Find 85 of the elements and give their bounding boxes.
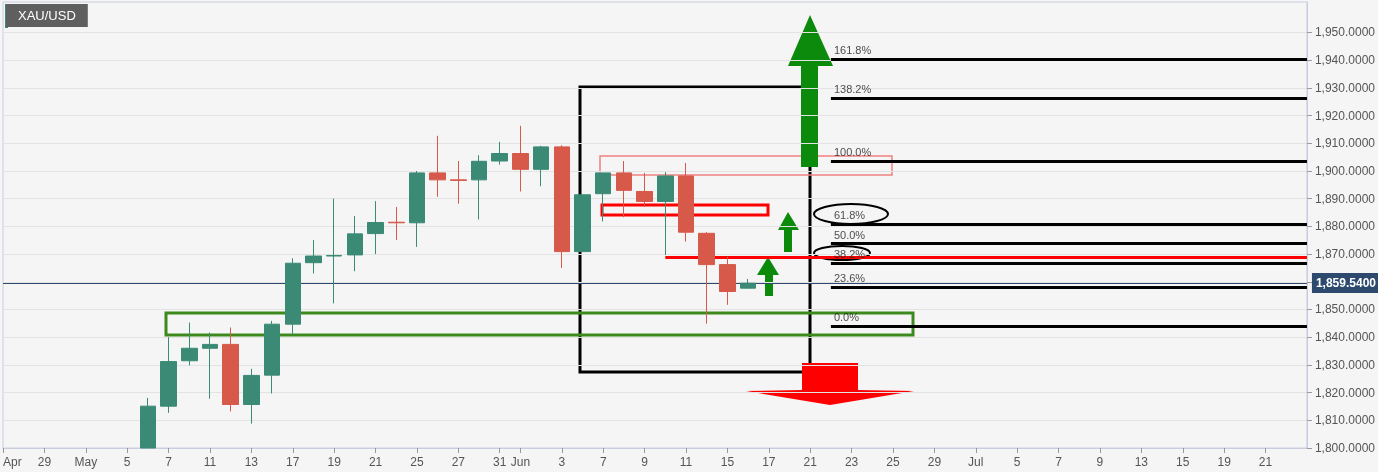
y-tick-label: 1,950.0000 [1314,25,1376,40]
candlestick [616,160,632,218]
candlestick [222,327,239,412]
annotation: 23.6% [833,272,866,285]
x-tick-label: 7 [1055,455,1063,469]
annotation: 50.0% [833,228,866,241]
text: XAU/USD [18,8,76,23]
y-tick-label: 1,840.0000 [1314,330,1376,345]
x-tick-label: 19 [1217,455,1232,469]
y-tick-label: 1,830.0000 [1314,357,1376,372]
y-tick-label: 1,810.0000 [1314,413,1376,428]
y-tick-label: 1,820.0000 [1314,385,1376,400]
candlestick [719,256,736,306]
candlestick [285,257,301,336]
x-tick-label: 11 [679,455,693,469]
x-tick-label: 31 [493,455,507,469]
x-tick-label: Jul [968,455,984,469]
candlestick [657,171,674,256]
y-tick-label: 1,940.0000 [1314,53,1376,68]
candlestick [429,135,446,198]
y-tick-label: 1,800.0000 [1314,441,1376,455]
x-tick-label: Jun [510,455,531,469]
annotation: 138.2% [833,82,872,95]
y-tick-label: 1,890.0000 [1314,191,1376,206]
x-tick-label: 19 [327,455,342,469]
x-tick-label: 7 [165,455,173,469]
x-tick-label: 11 [203,455,217,469]
ref-line-label: 1,859.5400 [1315,276,1377,291]
x-tick-label: 3 [558,455,566,469]
candlestick [574,194,591,253]
candlestick [512,125,529,192]
x-tick-label: 9 [1096,455,1104,469]
x-tick-label: 15 [720,455,735,469]
candlestick [367,200,384,255]
x-tick-label: 7 [599,455,607,469]
candlestick [595,172,611,222]
y-tick-label: 1,880.0000 [1314,219,1376,234]
x-tick-label: 21 [368,455,383,469]
candlestick [678,162,694,243]
y-tick-label: 1,870.0000 [1314,247,1376,262]
x-tick-label: 17 [762,455,776,469]
candlestick [305,239,322,274]
x-tick-label: 27 [451,455,466,469]
x-tick-label: 25 [410,455,424,469]
x-tick-label: 5 [1013,455,1021,469]
candlestick [243,368,260,425]
x-tick-label: 17 [286,455,300,469]
y-tick-label: 1,920.0000 [1314,108,1376,123]
candlestick [698,231,715,325]
candlestick [140,397,156,449]
candlestick [409,170,425,248]
x-tick-label: May [74,455,98,469]
x-tick-label: 9 [641,455,649,469]
x-tick-label: 25 [886,455,900,469]
candlestick [388,206,405,241]
x-tick-label: 21 [803,455,818,469]
x-tick-label: 29 [927,455,942,469]
y-tick-label: 1,900.0000 [1314,163,1376,178]
candlestick [740,278,756,289]
x-tick-label: 5 [123,455,131,469]
candlestick [533,145,549,187]
candlestick [491,141,508,166]
y-tick-label: 1,910.0000 [1314,136,1376,151]
x-tick-label: 13 [244,455,259,469]
candlestick [181,322,198,366]
x-tick-label: 29 [37,455,52,469]
x-tick-label: 15 [1176,455,1190,469]
candlestick [636,172,653,208]
candlestick [264,320,280,394]
annotation: 61.8% [833,209,866,222]
annotation: 161.8% [833,44,872,57]
annotation: 100.0% [833,146,872,159]
x-tick-label: 13 [1134,455,1149,469]
candlestick [471,154,487,220]
y-tick-label: 1,850.0000 [1314,302,1376,317]
x-tick-label: 21 [1258,455,1273,469]
y-tick-label: 1,930.0000 [1314,80,1376,95]
x-tick-label: 23 [844,455,859,469]
candlestick [202,331,218,400]
candlestick [326,198,342,304]
candlestick [347,215,363,272]
x-tick-label: Apr [3,455,22,469]
candlestick [160,336,177,414]
candlestick [554,144,570,269]
candlestick [450,160,467,205]
